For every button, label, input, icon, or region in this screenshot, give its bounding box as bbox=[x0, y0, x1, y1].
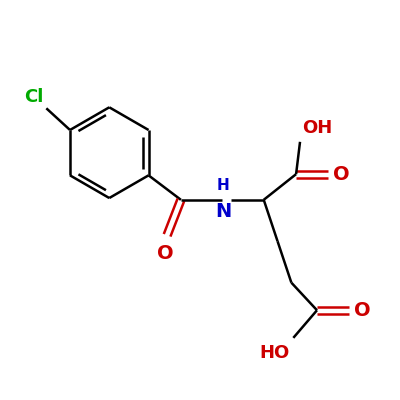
Text: Cl: Cl bbox=[24, 88, 43, 106]
Text: O: O bbox=[354, 301, 371, 320]
Text: OH: OH bbox=[302, 119, 332, 137]
Text: N: N bbox=[215, 202, 231, 221]
Text: O: O bbox=[157, 244, 174, 263]
Text: HO: HO bbox=[259, 344, 289, 362]
Text: O: O bbox=[333, 165, 350, 184]
Text: H: H bbox=[217, 178, 230, 193]
